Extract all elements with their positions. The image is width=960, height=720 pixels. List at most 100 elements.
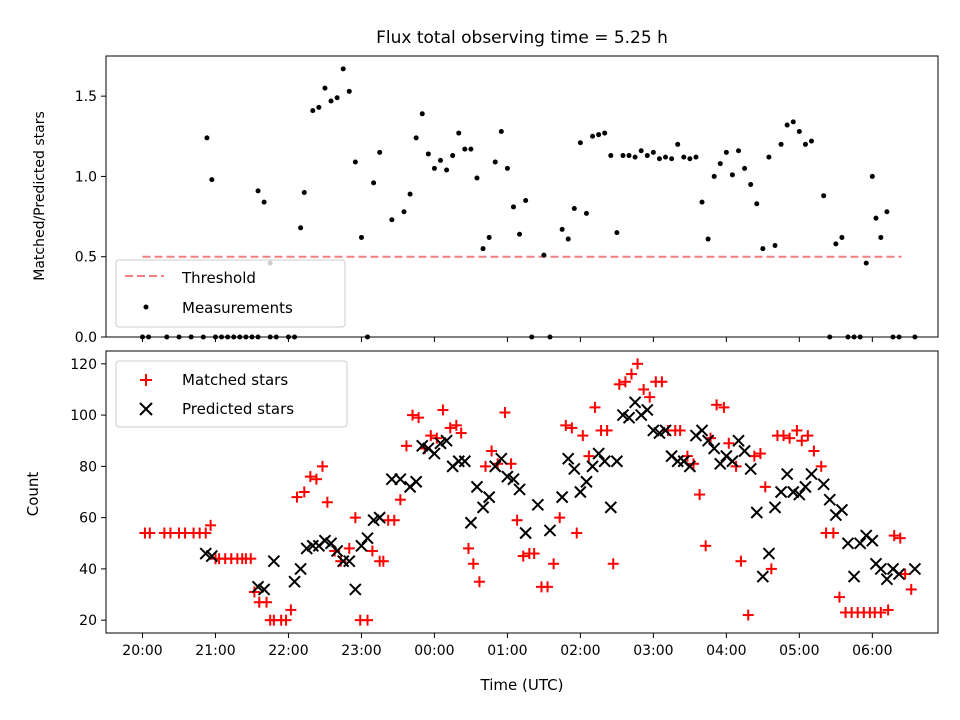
predicted-star-point <box>714 457 727 471</box>
predicted-star-point <box>805 467 818 481</box>
measurement-point <box>504 165 510 171</box>
measurement-point <box>705 236 711 242</box>
matched-star-point <box>486 445 498 457</box>
matched-star-point <box>711 399 723 411</box>
measurement-point <box>602 130 608 136</box>
measurement-point <box>723 149 729 155</box>
x-tick-label: 22:00 <box>268 643 308 659</box>
matched-star-point <box>349 512 361 524</box>
measurement-point <box>340 66 346 72</box>
measurement-point <box>419 111 425 117</box>
predicted-star-point <box>507 472 520 486</box>
matched-star-point <box>700 540 712 552</box>
legend-measurements-label: Measurements <box>182 299 293 317</box>
matched-star-point <box>511 514 523 526</box>
measurement-point <box>389 217 395 223</box>
measurement-point <box>729 172 735 178</box>
matched-star-point <box>280 614 292 626</box>
y-tick-label: 60 <box>79 511 97 527</box>
x-tick-label: 03:00 <box>633 643 673 659</box>
matched-star-point <box>748 450 760 462</box>
chart-title: Flux total observing time = 5.25 h <box>376 28 668 48</box>
measurement-point <box>541 252 547 258</box>
matched-star-point <box>888 530 900 542</box>
bottom-panel: 20:00 21:00 22:00 23:00 00:00 01:00 02:00 03:00… <box>24 350 939 694</box>
measurement-point <box>328 98 334 104</box>
matched-star-point <box>723 437 735 449</box>
predicted-star-point <box>324 537 338 550</box>
predicted-star-point <box>622 411 636 424</box>
matched-star-point <box>718 401 730 413</box>
predicted-star-point <box>409 475 423 488</box>
matched-star-point <box>431 432 443 444</box>
measurement-point <box>608 153 614 159</box>
measurement-point <box>669 156 675 162</box>
predicted-star-point <box>343 555 356 568</box>
predicted-star-point <box>738 444 751 458</box>
predicted-star-point <box>762 547 776 560</box>
predicted-star-point <box>574 485 587 499</box>
predicted-star-point <box>604 501 618 514</box>
measurement-point <box>209 177 215 183</box>
matched-star-point <box>298 486 310 498</box>
matched-star-point <box>899 568 911 580</box>
y-tick-label: 40 <box>79 562 97 578</box>
matched-star-point <box>413 412 425 424</box>
predicted-star-point <box>592 447 605 460</box>
predicted-star-point <box>513 483 526 496</box>
matched-star-point <box>205 519 217 531</box>
matched-star-point <box>808 445 820 457</box>
matched-star-point <box>362 614 374 626</box>
matched-star-point <box>304 471 316 483</box>
predicted-star-point <box>847 570 861 583</box>
measurement-point <box>444 167 450 173</box>
measurement-point <box>748 181 754 187</box>
matched-star-point <box>425 430 437 442</box>
measurement-point <box>474 175 480 181</box>
matched-star-point <box>285 604 297 616</box>
predicted-star-point <box>464 516 478 529</box>
measurement-point <box>377 149 383 155</box>
predicted-star-point <box>892 567 906 581</box>
predicted-star-point <box>853 537 867 550</box>
x-tick-label: 21:00 <box>195 643 235 659</box>
measurement-point <box>462 146 468 152</box>
measurement-point <box>510 204 516 210</box>
measurement-point <box>754 201 760 207</box>
matched-star-point <box>261 596 273 608</box>
matched-star-point <box>791 424 803 436</box>
legend-threshold-label: Threshold <box>181 269 256 287</box>
measurement-point <box>334 95 340 101</box>
matched-star-point <box>317 460 329 472</box>
measurement-point <box>681 154 687 160</box>
predicted-star-point <box>841 537 855 550</box>
predicted-star-point <box>580 475 593 488</box>
matched-star-point <box>566 422 578 434</box>
matched-star-point <box>735 555 747 567</box>
matched-star-point <box>437 404 449 416</box>
measurement-point <box>663 154 669 160</box>
measurement-point <box>620 153 626 159</box>
predicted-star-point <box>428 447 441 460</box>
predicted-star-point <box>695 424 709 437</box>
predicted-star-point <box>470 480 484 494</box>
measurement-point <box>717 161 723 167</box>
predicted-star-point <box>671 455 684 468</box>
measurement-point <box>839 234 845 240</box>
y-tick-label: 1.0 <box>75 169 97 185</box>
measurement-point <box>760 246 766 252</box>
matched-star-point <box>480 460 492 472</box>
measurement-point <box>736 148 742 154</box>
top-panel: 0.0 0.5 1.0 1.5 Matched/Predicted stars Thr… <box>32 55 939 346</box>
predicted-star-point <box>543 524 557 537</box>
predicted-star-point <box>373 511 386 524</box>
matched-star-point <box>632 358 644 370</box>
matched-star-point <box>554 512 566 524</box>
y-tick-label: 20 <box>79 613 97 629</box>
matched-star-point <box>601 424 613 436</box>
measurement-point <box>675 141 681 147</box>
bottom-axes-frame <box>105 350 939 634</box>
matched-star-point <box>694 489 706 501</box>
matched-star-point <box>905 583 917 595</box>
